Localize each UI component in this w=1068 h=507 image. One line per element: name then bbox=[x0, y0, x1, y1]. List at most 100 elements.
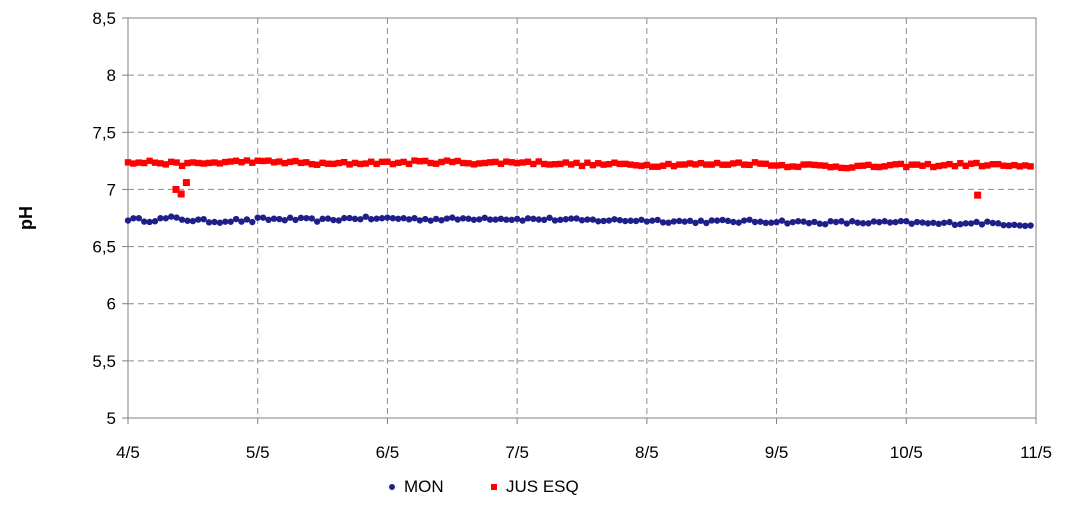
data-point bbox=[1000, 221, 1007, 229]
data-point bbox=[800, 161, 807, 168]
data-point bbox=[665, 219, 672, 226]
data-point bbox=[503, 158, 510, 165]
data-point bbox=[324, 215, 332, 222]
data-point bbox=[805, 219, 813, 227]
data-point bbox=[573, 159, 580, 167]
data-point bbox=[822, 220, 829, 228]
data-point bbox=[184, 217, 191, 224]
data-point bbox=[838, 218, 845, 225]
x-tick-label: 5/5 bbox=[246, 443, 270, 462]
data-point bbox=[373, 160, 380, 168]
data-point bbox=[811, 161, 818, 169]
data-point bbox=[422, 215, 429, 223]
data-point bbox=[567, 161, 575, 168]
data-point bbox=[297, 214, 305, 222]
data-point bbox=[389, 160, 397, 168]
data-point bbox=[1011, 221, 1018, 229]
data-point bbox=[930, 219, 937, 226]
data-point bbox=[935, 220, 942, 228]
data-point bbox=[665, 160, 672, 168]
data-point bbox=[124, 159, 132, 166]
data-point bbox=[362, 213, 370, 220]
data-point bbox=[238, 218, 245, 225]
data-point bbox=[513, 215, 521, 223]
data-point bbox=[627, 161, 634, 168]
data-point bbox=[443, 215, 451, 222]
data-point bbox=[227, 218, 234, 225]
data-point bbox=[524, 215, 532, 222]
data-point bbox=[789, 163, 796, 170]
data-point bbox=[789, 218, 796, 226]
data-point bbox=[346, 214, 353, 222]
data-point bbox=[276, 158, 283, 165]
data-point bbox=[865, 161, 872, 169]
data-point bbox=[778, 217, 786, 224]
data-point bbox=[611, 216, 618, 223]
data-point bbox=[173, 214, 180, 221]
data-point bbox=[719, 216, 726, 224]
data-point bbox=[270, 215, 278, 222]
data-point bbox=[984, 162, 991, 169]
data-point bbox=[708, 161, 715, 168]
data-point bbox=[416, 217, 424, 224]
data-point bbox=[465, 160, 472, 167]
data-point bbox=[340, 158, 348, 166]
data-point bbox=[881, 163, 888, 170]
data-point bbox=[740, 217, 748, 224]
legend-label: MON bbox=[404, 477, 444, 496]
data-point bbox=[940, 162, 948, 169]
data-point bbox=[346, 161, 353, 168]
data-point bbox=[465, 215, 472, 222]
data-point bbox=[616, 160, 624, 168]
data-point bbox=[141, 218, 148, 225]
data-point bbox=[994, 220, 1002, 227]
data-point bbox=[762, 219, 769, 227]
data-point bbox=[622, 217, 629, 225]
data-point bbox=[195, 159, 202, 167]
data-point bbox=[886, 161, 894, 169]
data-point bbox=[854, 219, 861, 226]
data-point bbox=[449, 158, 456, 166]
data-point bbox=[811, 218, 818, 226]
data-point bbox=[654, 163, 661, 170]
data-point bbox=[1027, 163, 1034, 170]
data-point bbox=[292, 216, 299, 224]
data-point bbox=[681, 218, 688, 225]
data-point bbox=[578, 217, 586, 224]
data-point bbox=[632, 162, 640, 169]
y-tick-label: 7,5 bbox=[92, 123, 116, 142]
y-tick-labels: 5 5,5 6 6,5 7 7,5 8 8,5 bbox=[92, 9, 116, 428]
data-point bbox=[784, 220, 791, 227]
data-point bbox=[600, 217, 607, 225]
data-point bbox=[838, 164, 845, 172]
data-point bbox=[243, 157, 251, 164]
data-point bbox=[984, 218, 991, 225]
data-point bbox=[794, 163, 802, 171]
data-point bbox=[913, 161, 921, 168]
data-point bbox=[865, 220, 872, 227]
data-point bbox=[805, 161, 813, 168]
data-point bbox=[249, 218, 256, 226]
data-point bbox=[924, 220, 932, 227]
data-point bbox=[762, 160, 769, 167]
data-point bbox=[876, 218, 883, 226]
data-point bbox=[600, 161, 607, 168]
data-point bbox=[130, 215, 137, 222]
data-point bbox=[168, 158, 175, 166]
data-point bbox=[870, 218, 878, 225]
data-point bbox=[908, 220, 915, 227]
data-point bbox=[919, 162, 926, 169]
series-jus-esq bbox=[124, 157, 1034, 199]
data-point bbox=[551, 217, 559, 224]
data-point bbox=[319, 159, 326, 167]
data-point bbox=[151, 159, 159, 166]
y-tick-label: 5,5 bbox=[92, 352, 116, 371]
data-point bbox=[486, 216, 494, 223]
data-point bbox=[643, 161, 651, 169]
data-point bbox=[286, 214, 294, 221]
data-point bbox=[151, 218, 159, 225]
data-point bbox=[692, 161, 699, 168]
outlier-point bbox=[974, 191, 982, 199]
data-point bbox=[459, 215, 467, 222]
data-point bbox=[913, 218, 921, 226]
